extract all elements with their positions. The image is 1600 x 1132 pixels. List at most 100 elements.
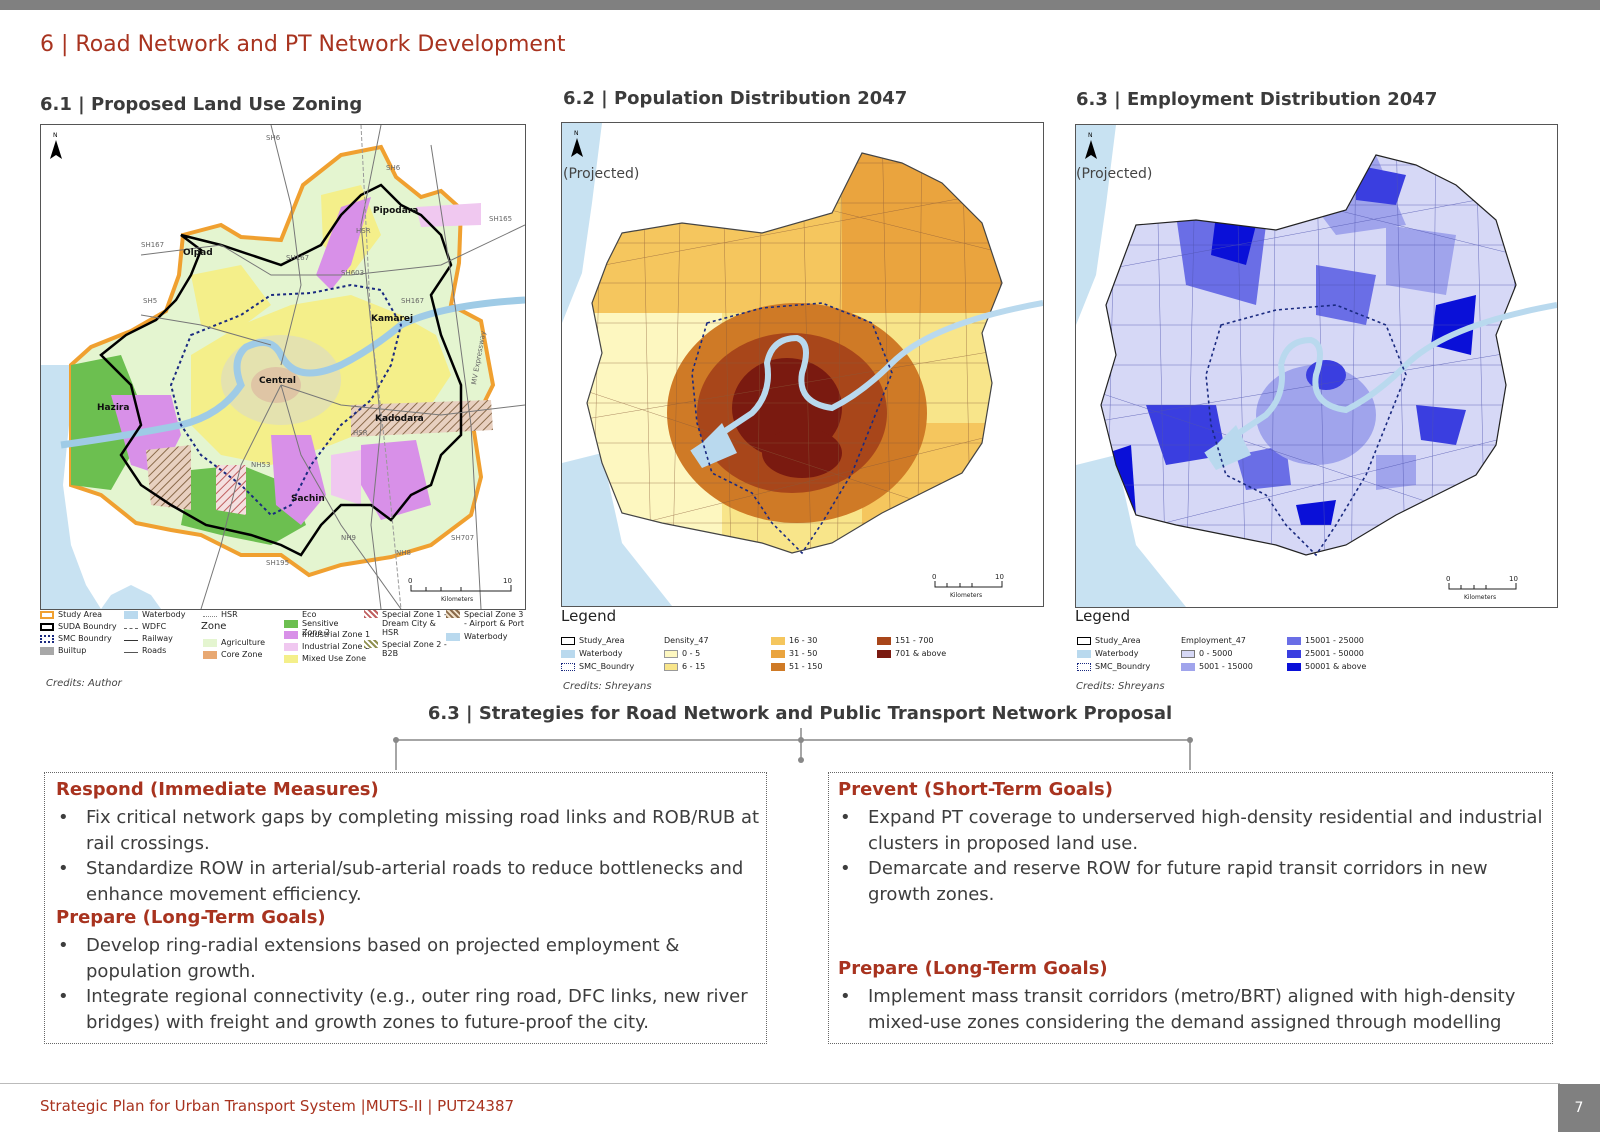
legend-item: SMC_Boundry xyxy=(561,662,634,671)
legend-item: 151 - 700 xyxy=(877,636,934,645)
road-label: HSR xyxy=(353,429,368,437)
legend-item: Study Area xyxy=(40,610,102,619)
legend-item: Agriculture xyxy=(203,638,265,647)
scale-bar: 0 10 Kilometers xyxy=(1446,575,1518,601)
employment-projected-note: (Projected) xyxy=(1076,166,1153,182)
legend-item: Study_Area xyxy=(561,636,625,645)
road-label: NH9 xyxy=(341,534,356,542)
population-svg: N 0 10 Kilometers xyxy=(562,123,1043,606)
footer-divider xyxy=(0,1083,1560,1084)
legend-item: Special Zone 2 - B2B xyxy=(364,640,452,658)
legend-item: SMC_Boundry xyxy=(1077,662,1150,671)
legend-item: Waterbody xyxy=(1077,649,1138,658)
legend-item: Core Zone xyxy=(203,650,262,659)
list-item: Fix critical network gaps by completing … xyxy=(56,805,766,856)
legend-item: HSR xyxy=(203,610,238,619)
employment-map: N 0 10 Kilometers xyxy=(1075,124,1558,608)
legend-item: Waterbody xyxy=(124,610,185,619)
prevent-heading: Prevent (Short-Term Goals) xyxy=(838,779,1113,800)
legend-item: Industrial Zone 2 xyxy=(284,642,370,651)
legend-item: 15001 - 25000 xyxy=(1287,636,1364,645)
road-label: NH8 xyxy=(396,549,411,557)
legend-item: 51 - 150 xyxy=(771,662,822,671)
smc-boundary xyxy=(169,283,403,517)
road-label: SH5 xyxy=(143,297,157,305)
legend-item: 16 - 30 xyxy=(771,636,817,645)
strategy-box-left xyxy=(44,772,767,1044)
legend-item: WDFC xyxy=(124,622,166,631)
population-map: N 0 10 Kilometers xyxy=(561,122,1044,607)
road-label: SH167 xyxy=(141,241,164,249)
land-use-svg: Pipodara Olpad Kamarej Central Hazira Ka… xyxy=(41,125,525,609)
legend-item: 0 - 5000 xyxy=(1181,649,1232,658)
population-credits: Credits: Shreyans xyxy=(563,681,652,692)
road-label: SH6 xyxy=(386,164,401,172)
svg-text:0: 0 xyxy=(932,573,936,581)
road-label: SH167 xyxy=(401,297,424,305)
road-label: SH195 xyxy=(266,559,289,567)
suda-boundary xyxy=(99,183,463,557)
prepare-list-left: Develop ring-radial extensions based on … xyxy=(56,933,766,1035)
legend-item: 5001 - 15000 xyxy=(1181,662,1253,671)
legend-item: 25001 - 50000 xyxy=(1287,649,1364,658)
legend-item: Eco Sensitive Zone 2 xyxy=(284,610,352,637)
strategy-box-right xyxy=(828,772,1553,1044)
legend-item: SUDA Boundry xyxy=(40,622,117,631)
road-label: SH167 xyxy=(286,254,309,262)
legend-item: Industrial Zone 1 xyxy=(284,630,370,639)
legend-item: Builtup xyxy=(40,646,86,655)
scale-bar: 0 10 Kilometers xyxy=(932,573,1004,599)
respond-list: Fix critical network gaps by completing … xyxy=(56,805,766,907)
list-item: Implement mass transit corridors (metro/… xyxy=(838,984,1548,1035)
zone-header: Zone xyxy=(201,621,227,632)
respond-heading: Respond (Immediate Measures) xyxy=(56,779,379,800)
land-use-title: 6.1 | Proposed Land Use Zoning xyxy=(40,94,363,115)
list-item: Demarcate and reserve ROW for future rap… xyxy=(838,856,1548,907)
land-use-credits: Credits: Author xyxy=(46,678,122,689)
svg-text:10: 10 xyxy=(503,577,512,585)
sea xyxy=(41,365,101,609)
svg-text:10: 10 xyxy=(1509,575,1518,583)
road-label: HSR xyxy=(356,227,371,235)
land-use-map: Pipodara Olpad Kamarej Central Hazira Ka… xyxy=(40,124,526,610)
page-title: 6 | Road Network and PT Network Developm… xyxy=(40,32,566,57)
place-label: Central xyxy=(259,376,296,386)
place-label: Hazira xyxy=(97,403,129,413)
road-label: SH165 xyxy=(489,215,512,223)
svg-text:10: 10 xyxy=(995,573,1004,581)
place-label: Pipodara xyxy=(373,206,418,216)
road-label: SH603 xyxy=(341,269,364,277)
legend-field-label: Employment_47 xyxy=(1181,636,1246,645)
road-label: NH53 xyxy=(251,461,270,469)
population-legend-title: Legend xyxy=(561,607,617,625)
svg-text:0: 0 xyxy=(1446,575,1450,583)
legend-item: Mixed Use Zone xyxy=(284,654,366,663)
list-item: Standardize ROW in arterial/sub-arterial… xyxy=(56,856,766,907)
employment-title: 6.3 | Employment Distribution 2047 xyxy=(1076,89,1438,110)
svg-text:0: 0 xyxy=(408,577,412,585)
top-bar xyxy=(0,0,1600,10)
prevent-list: Expand PT coverage to underserved high-d… xyxy=(838,805,1548,907)
north-arrow-icon: N xyxy=(1085,132,1097,159)
svg-text:Kilometers: Kilometers xyxy=(1464,594,1496,601)
scale-bar: 0 10 Kilometers xyxy=(408,577,512,603)
svg-text:N: N xyxy=(574,130,579,137)
road-label: SH6 xyxy=(266,134,281,142)
svg-text:Kilometers: Kilometers xyxy=(950,592,982,599)
legend-item: Study_Area xyxy=(1077,636,1141,645)
footer-text: Strategic Plan for Urban Transport Syste… xyxy=(40,1097,515,1115)
list-item: Develop ring-radial extensions based on … xyxy=(56,933,766,984)
svg-text:Kilometers: Kilometers xyxy=(441,596,473,603)
place-label: Olpad xyxy=(183,248,213,258)
legend-item: Railway xyxy=(124,634,173,643)
north-arrow-icon: N xyxy=(50,132,62,159)
legend-item: Roads xyxy=(124,646,166,655)
north-arrow-icon: N xyxy=(571,130,583,157)
employment-svg: N 0 10 Kilometers xyxy=(1076,125,1557,607)
legend-item: Waterbody xyxy=(561,649,622,658)
svg-text:N: N xyxy=(1088,132,1093,139)
legend-item: 701 & above xyxy=(877,649,946,658)
place-label: Kadodara xyxy=(375,414,424,424)
legend-item: 0 - 5 xyxy=(664,649,700,658)
employment-credits: Credits: Shreyans xyxy=(1076,681,1165,692)
